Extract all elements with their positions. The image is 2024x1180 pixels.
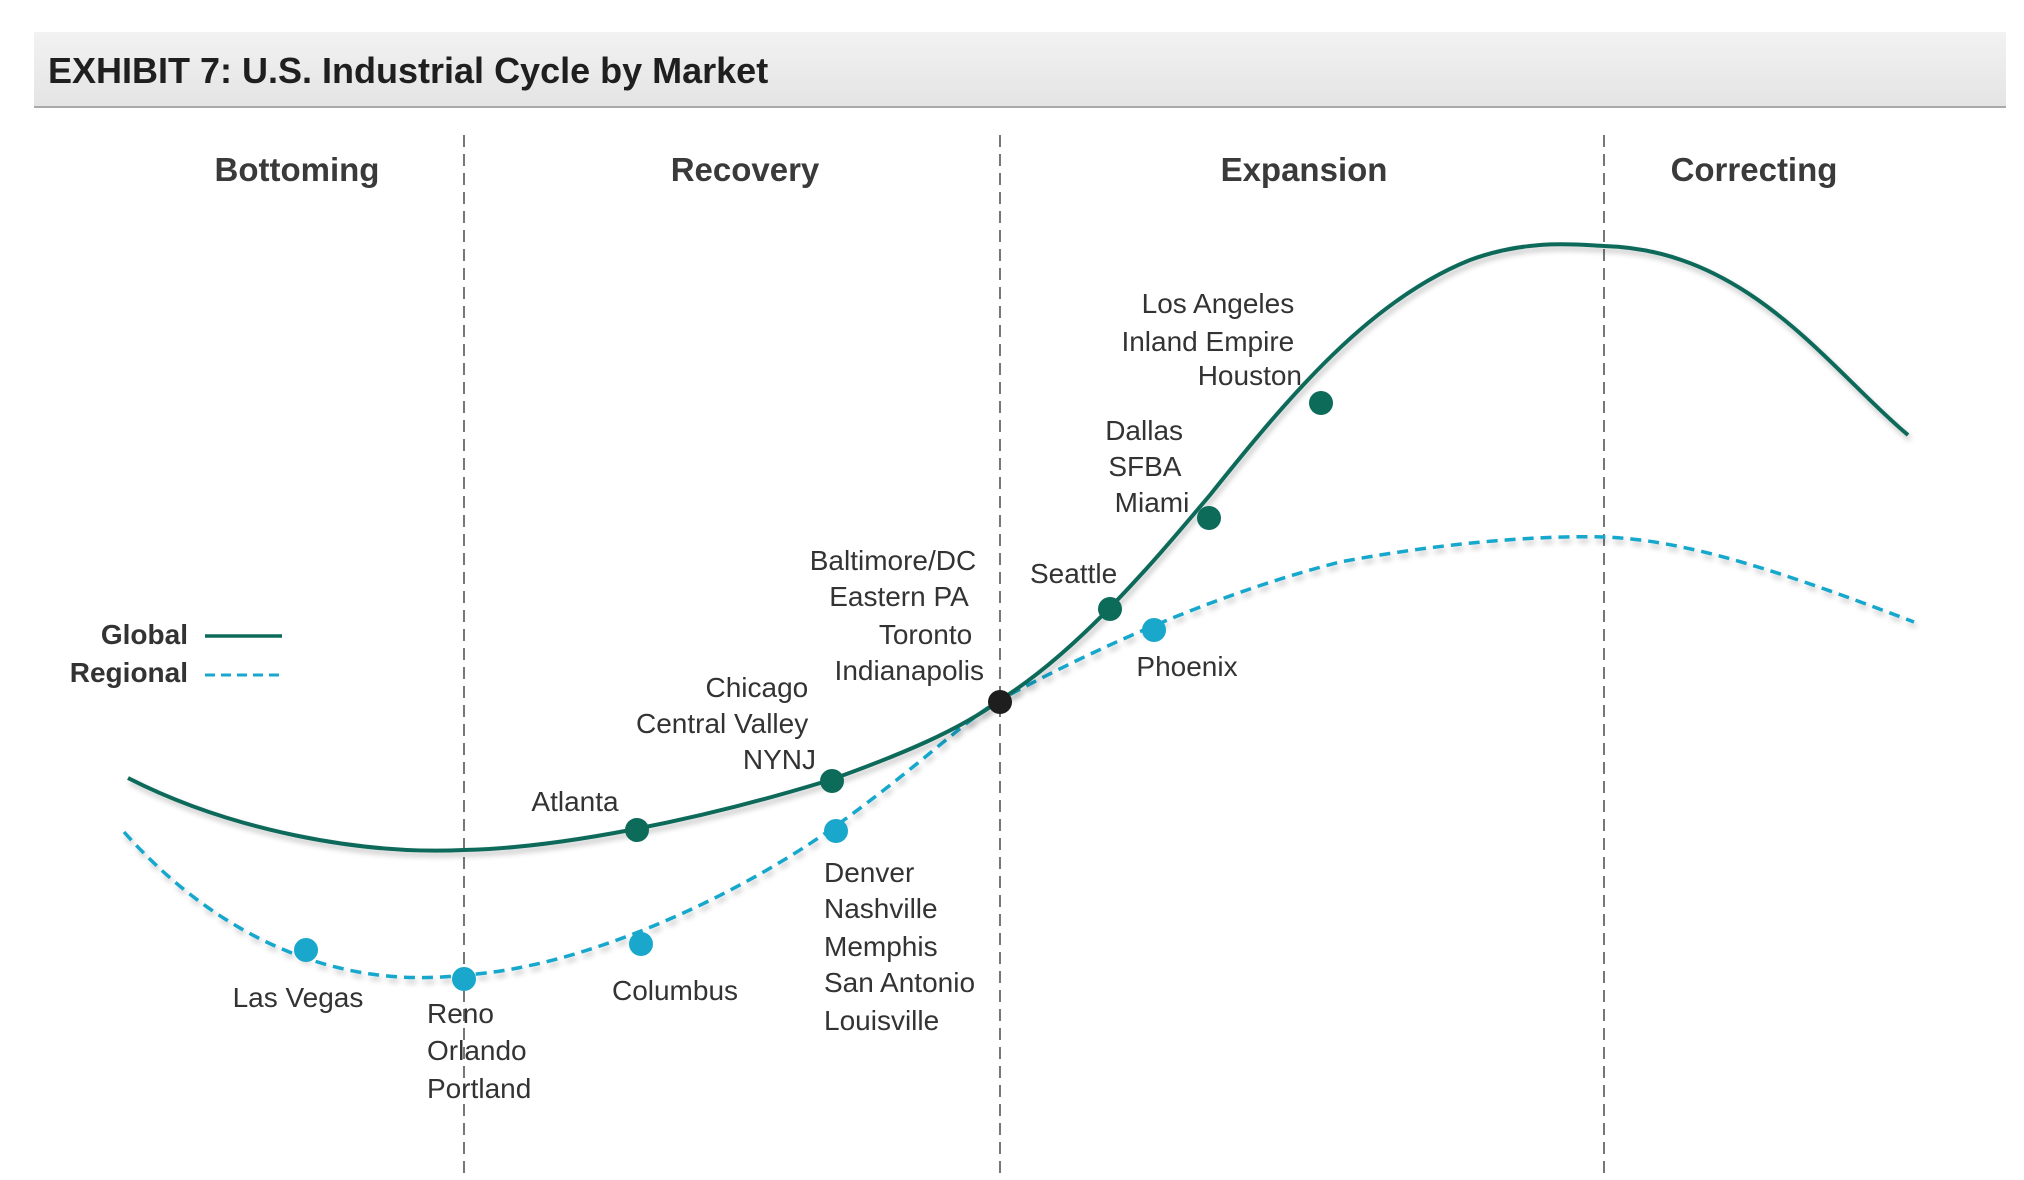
label-las-vegas: Las Vegas [233,982,364,1013]
regional-cycle-curve [122,535,1915,980]
marker-los-angeles-group [1309,391,1333,415]
marker-las-vegas [294,938,318,962]
legend-label-global: Global [101,619,188,650]
label-line: Chicago [705,672,808,703]
label-line: SFBA [1108,451,1181,482]
label-line: Los Angeles [1142,288,1295,319]
label-line: Nashville [824,893,938,924]
label-line: Seattle [1030,558,1117,589]
label-line: Las Vegas [233,982,364,1013]
marker-reno-group [452,967,476,991]
label-phoenix: Phoenix [1136,651,1237,682]
marker-phoenix [1142,618,1166,642]
marker-chicago-group [820,769,844,793]
label-line: Columbus [612,975,738,1006]
exhibit-title: EXHIBIT 7: U.S. Industrial Cycle by Mark… [48,50,769,91]
global-market-markers [625,391,1333,842]
label-line: Baltimore/DC [810,545,976,576]
label-line: Houston [1198,360,1302,391]
label-line: Eastern PA [829,581,969,612]
phase-label-expansion: Expansion [1221,151,1388,188]
label-line: Miami [1115,487,1190,518]
label-line: Portland [427,1073,531,1104]
label-atlanta: Atlanta [531,786,619,817]
label-line: Atlanta [531,786,619,817]
label-chicago-group: Chicago Central Valley NYNJ [636,672,816,775]
phase-label-bottoming: Bottoming [215,151,380,188]
label-los-angeles-group: Los Angeles Inland Empire Houston [1121,288,1302,391]
global-cycle-curve [127,242,1910,853]
phase-label-recovery: Recovery [671,151,820,188]
label-line: Toronto [879,619,972,650]
label-line: Phoenix [1136,651,1237,682]
label-line: Louisville [824,1005,939,1036]
legend: Global Regional [70,619,282,688]
marker-atlanta [625,818,649,842]
label-line: NYNJ [743,744,816,775]
marker-seattle [1098,597,1122,621]
label-line: Memphis [824,931,938,962]
label-line: Dallas [1105,415,1183,446]
phase-dividers [463,135,1605,1180]
legend-label-regional: Regional [70,657,188,688]
marker-denver-group [824,819,848,843]
label-seattle: Seattle [1030,558,1117,589]
label-line: Orlando [427,1035,527,1066]
label-columbus: Columbus [612,975,738,1006]
label-line: Indianapolis [835,655,984,686]
label-reno-group: Reno Orlando Portland [427,998,534,1104]
marker-dallas-group [1197,506,1221,530]
marker-columbus [629,932,653,956]
phase-label-correcting: Correcting [1671,151,1838,188]
exhibit-banner: EXHIBIT 7: U.S. Industrial Cycle by Mark… [34,32,2006,108]
phase-labels: Bottoming Recovery Expansion Correcting [215,151,1838,188]
label-line: Central Valley [636,708,808,739]
label-line: Denver [824,857,914,888]
label-dallas-group: Dallas SFBA Miami [1105,415,1191,518]
label-denver-group: Denver Nashville Memphis San Antonio Lou… [824,857,983,1036]
label-line: Inland Empire [1121,326,1294,357]
regional-market-markers [294,618,1166,991]
label-baltimore-group: Baltimore/DC Eastern PA Toronto Indianap… [810,545,984,686]
label-line: Reno [427,998,494,1029]
label-line: San Antonio [824,967,975,998]
marker-baltimore-group [988,690,1012,714]
